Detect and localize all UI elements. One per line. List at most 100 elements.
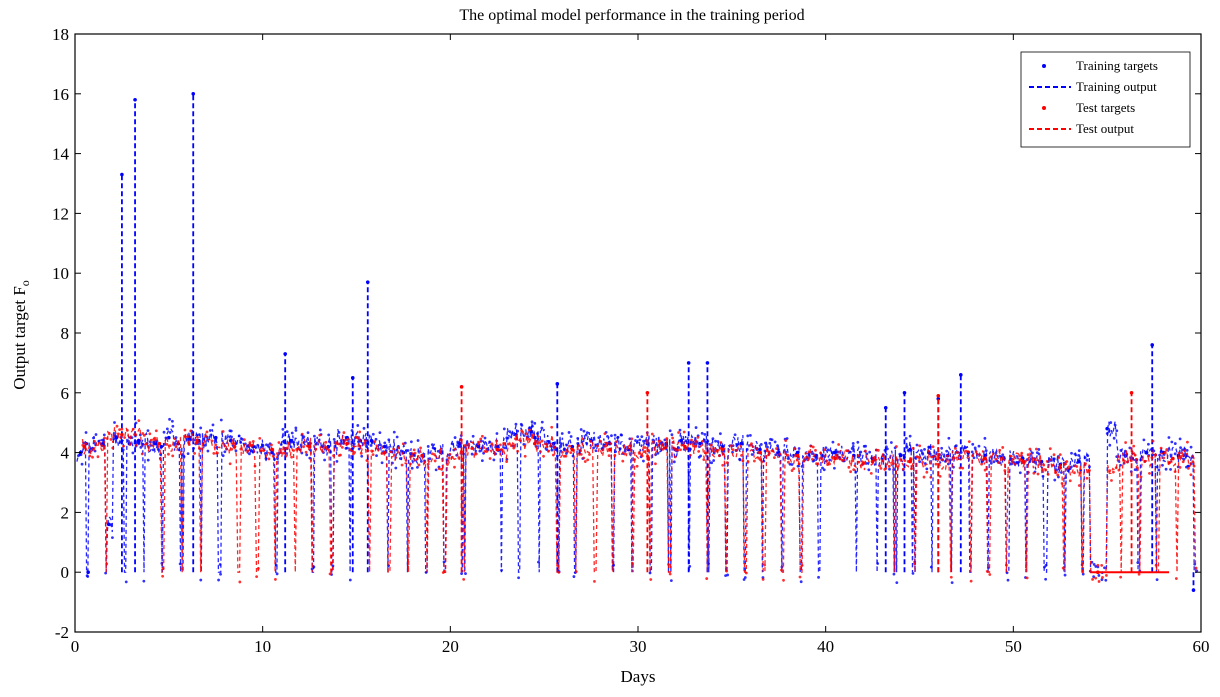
test-target-point (400, 463, 404, 467)
test-target-point (1091, 577, 1094, 581)
training-target-point (1037, 452, 1041, 456)
training-target-point (352, 442, 356, 446)
test-target-point (534, 439, 537, 443)
test-target-point (574, 570, 578, 574)
test-target-point (365, 459, 369, 462)
legend-label-1: Training output (1076, 79, 1157, 94)
training-target-point (895, 581, 899, 585)
test-target-point (705, 577, 709, 580)
test-target-point (957, 454, 961, 458)
test-target-point (1009, 454, 1013, 458)
test-target-point (392, 447, 396, 451)
training-target-point (345, 446, 349, 450)
test-target-point (679, 448, 682, 452)
training-target-point (302, 435, 306, 439)
test-target-point (881, 459, 885, 463)
test-target-point (84, 442, 88, 446)
training-target-point (234, 442, 238, 446)
test-target-point (719, 441, 723, 444)
training-target-point (656, 451, 660, 455)
training-target-point (471, 434, 475, 438)
test-target-point (864, 449, 867, 453)
test-output-point (1058, 465, 1063, 470)
training-target-point (688, 565, 692, 568)
test-target-point (239, 447, 243, 451)
test-target-point (154, 429, 158, 433)
test-target-point (232, 442, 236, 445)
training-target-point (672, 460, 676, 464)
training-target-point (171, 424, 175, 428)
test-target-point (688, 453, 692, 457)
training-target-point (733, 433, 737, 437)
test-target-point (539, 450, 542, 454)
test-target-point (694, 444, 698, 448)
test-target-point (1137, 572, 1141, 576)
training-target-point (1169, 467, 1172, 471)
test-target-point (1063, 463, 1067, 466)
training-target-point (357, 440, 360, 444)
test-target-point (1101, 576, 1104, 579)
test-target-point (314, 447, 318, 451)
training-target-point (409, 440, 413, 444)
training-target-point (371, 432, 375, 436)
test-target-point (921, 460, 924, 464)
test-target-point (490, 443, 494, 447)
test-target-point (123, 436, 126, 439)
training-target-point (502, 427, 506, 431)
test-target-point (161, 566, 165, 570)
test-target-point (516, 449, 520, 453)
test-target-point (506, 442, 510, 446)
training-target-point (970, 450, 974, 454)
training-target-point (560, 432, 564, 435)
x-tick-label: 30 (630, 637, 647, 656)
training-target-point (412, 454, 416, 457)
test-target-point (1129, 459, 1133, 463)
training-target-point (416, 439, 420, 442)
training-target-point (503, 446, 507, 450)
training-target-point (1107, 430, 1111, 433)
test-target-point (153, 436, 157, 440)
training-target-point (178, 562, 182, 566)
training-target-point (151, 448, 155, 452)
training-target-point (406, 449, 410, 452)
training-target-point (111, 536, 114, 539)
training-target-point (530, 420, 534, 424)
y-tick-label: 16 (52, 85, 69, 104)
test-target-point (1088, 469, 1091, 472)
training-target-point (229, 429, 233, 433)
training-target-point (954, 444, 958, 448)
training-target-point (456, 440, 460, 444)
training-target-point (614, 450, 617, 454)
training-target-point (712, 459, 716, 462)
training-target-point (582, 429, 586, 433)
training-target-point (182, 455, 186, 459)
test-target-point (471, 447, 474, 450)
training-target-point (514, 422, 518, 426)
training-target-point (366, 440, 370, 444)
legend-marker-0 (1042, 64, 1046, 68)
training-target-point (137, 441, 140, 445)
test-target-point (710, 449, 714, 453)
test-target-point (1132, 444, 1136, 448)
test-target-point (809, 444, 813, 448)
training-target-point (104, 571, 108, 575)
test-target-point (1078, 471, 1082, 474)
training-target-point (711, 437, 715, 441)
training-target-point (1119, 449, 1123, 452)
test-target-point (433, 453, 436, 456)
test-target-point (536, 441, 540, 445)
test-target-point (531, 436, 534, 439)
test-target-point (325, 447, 329, 451)
test-target-point (309, 441, 313, 445)
training-target-point (1147, 442, 1150, 446)
y-tick-label: 14 (52, 145, 70, 164)
test-target-point (417, 463, 421, 467)
test-target-point (443, 570, 447, 573)
test-target-point (712, 447, 715, 450)
test-target-point (846, 449, 850, 453)
training-target-point (952, 465, 955, 469)
test-target-point (183, 434, 186, 438)
training-target-point (380, 461, 384, 465)
training-target-point (289, 445, 293, 449)
